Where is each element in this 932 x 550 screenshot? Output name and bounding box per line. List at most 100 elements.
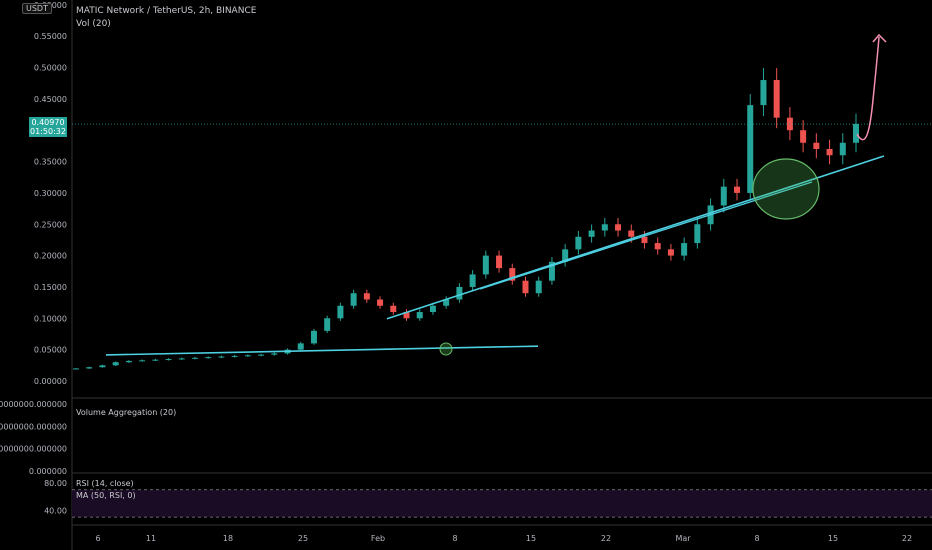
last-price: 0.40970 [31,118,65,127]
breakout-circle [439,342,453,356]
candle-body [416,312,423,319]
candle-body [152,359,159,361]
currency-badge[interactable]: USDT [22,3,52,14]
y-tick-label: 0.20000 [34,252,67,261]
candle-body [813,142,820,150]
candle-body [694,224,701,244]
candle-body [615,224,622,231]
candle-body [522,280,529,294]
candle-body [839,142,846,156]
projection-arrow [856,36,880,141]
rsi-tick-label: 80.00 [44,479,67,488]
candle-body [165,359,172,361]
candle-body [588,230,595,237]
rsi-tick-label: 40.00 [44,506,67,515]
y-tick-label: 0.10000 [34,314,67,323]
candle-body [205,357,212,359]
candle-body [482,255,489,275]
candle-body [575,236,582,250]
x-tick-label: 8 [754,534,759,543]
vol-tick-label: 1500000000.000000 [0,400,67,409]
candle-body [853,123,859,143]
candle-body [271,353,278,355]
candle-body [244,355,251,357]
vol-agg-label[interactable]: Volume Aggregation (20) [76,408,177,417]
candle-body [734,186,741,193]
y-tick-label: 0.55000 [34,32,67,41]
candle-body [99,365,106,368]
rsi-ma-label[interactable]: MA (50, RSI, 0) [76,491,136,500]
x-tick-label: 25 [298,534,308,543]
candle-body [390,305,397,313]
candle-body [496,255,503,269]
vol-tick-label: 0.000000 [29,467,67,476]
symbol-title[interactable]: MATIC Network / TetherUS, 2h, BINANCE [76,6,257,16]
candle-body [324,318,331,331]
candle-body [125,360,132,363]
y-tick-label: 0.50000 [34,64,67,73]
candle-body [258,354,265,356]
candle-body [469,274,476,287]
rising-trendline [386,155,885,320]
y-tick-label: 0.30000 [34,189,67,198]
candle-body [509,268,516,281]
candle-body [456,286,463,300]
rsi-band [72,489,932,518]
candle-body [826,149,833,156]
candle-body [641,236,648,244]
candle-body [86,367,93,369]
last-price-tag: 0.40970 01:50:32 [29,117,67,137]
lower-trendline [105,345,539,356]
channel-trendline [479,181,813,290]
y-tick-label: 0.25000 [34,220,67,229]
candle-body [760,80,767,106]
candle-body [403,312,410,319]
y-tick-label: 0.00000 [34,377,67,386]
candle-body [681,243,688,256]
x-tick-label: Feb [371,534,385,543]
x-tick-label: 8 [452,534,457,543]
x-tick-label: 22 [902,534,912,543]
candle-body [191,357,198,359]
y-tick-label: 0.15000 [34,283,67,292]
vol-tick-label: 500000000.000000 [0,445,67,454]
candle-body [178,358,185,360]
candle-body [562,249,569,262]
vol-tick-label: 1000000000.000000 [0,422,67,431]
countdown: 01:50:32 [30,127,66,136]
candle-body [720,186,727,206]
candle-body [377,299,384,306]
y-tick-label: 0.05000 [34,346,67,355]
x-tick-label: 22 [601,534,611,543]
candle-body [363,293,370,300]
candle-body [350,293,357,306]
candle-body [601,224,608,231]
candle-body [628,230,635,237]
candle-body [800,130,807,143]
candle-body [73,368,79,370]
candle-body [218,356,225,358]
y-tick-label: 0.35000 [34,158,67,167]
x-tick-label: 6 [95,534,100,543]
breakout-ellipse [752,158,820,220]
rsi-label[interactable]: RSI (14, close) [76,479,134,488]
candle-body [297,343,304,350]
x-tick-label: 11 [146,534,156,543]
candle-body [747,105,754,193]
candle-body [667,249,674,256]
candle-body [139,360,146,362]
x-tick-label: 15 [828,534,838,543]
y-tick-label: 0.45000 [34,95,67,104]
candle-body [112,362,119,366]
candle-body [443,299,450,306]
x-tick-label: Mar [675,534,691,543]
projection-arrowhead [872,33,887,43]
x-tick-label: 18 [223,534,233,543]
volume-label[interactable]: Vol (20) [76,19,111,29]
chart-header: MATIC Network / TetherUS, 2h, BINANCE Vo… [76,5,256,31]
candle-body [231,355,238,357]
x-tick-label: 15 [526,534,536,543]
candle-body [337,305,344,319]
candle-body [654,243,661,250]
